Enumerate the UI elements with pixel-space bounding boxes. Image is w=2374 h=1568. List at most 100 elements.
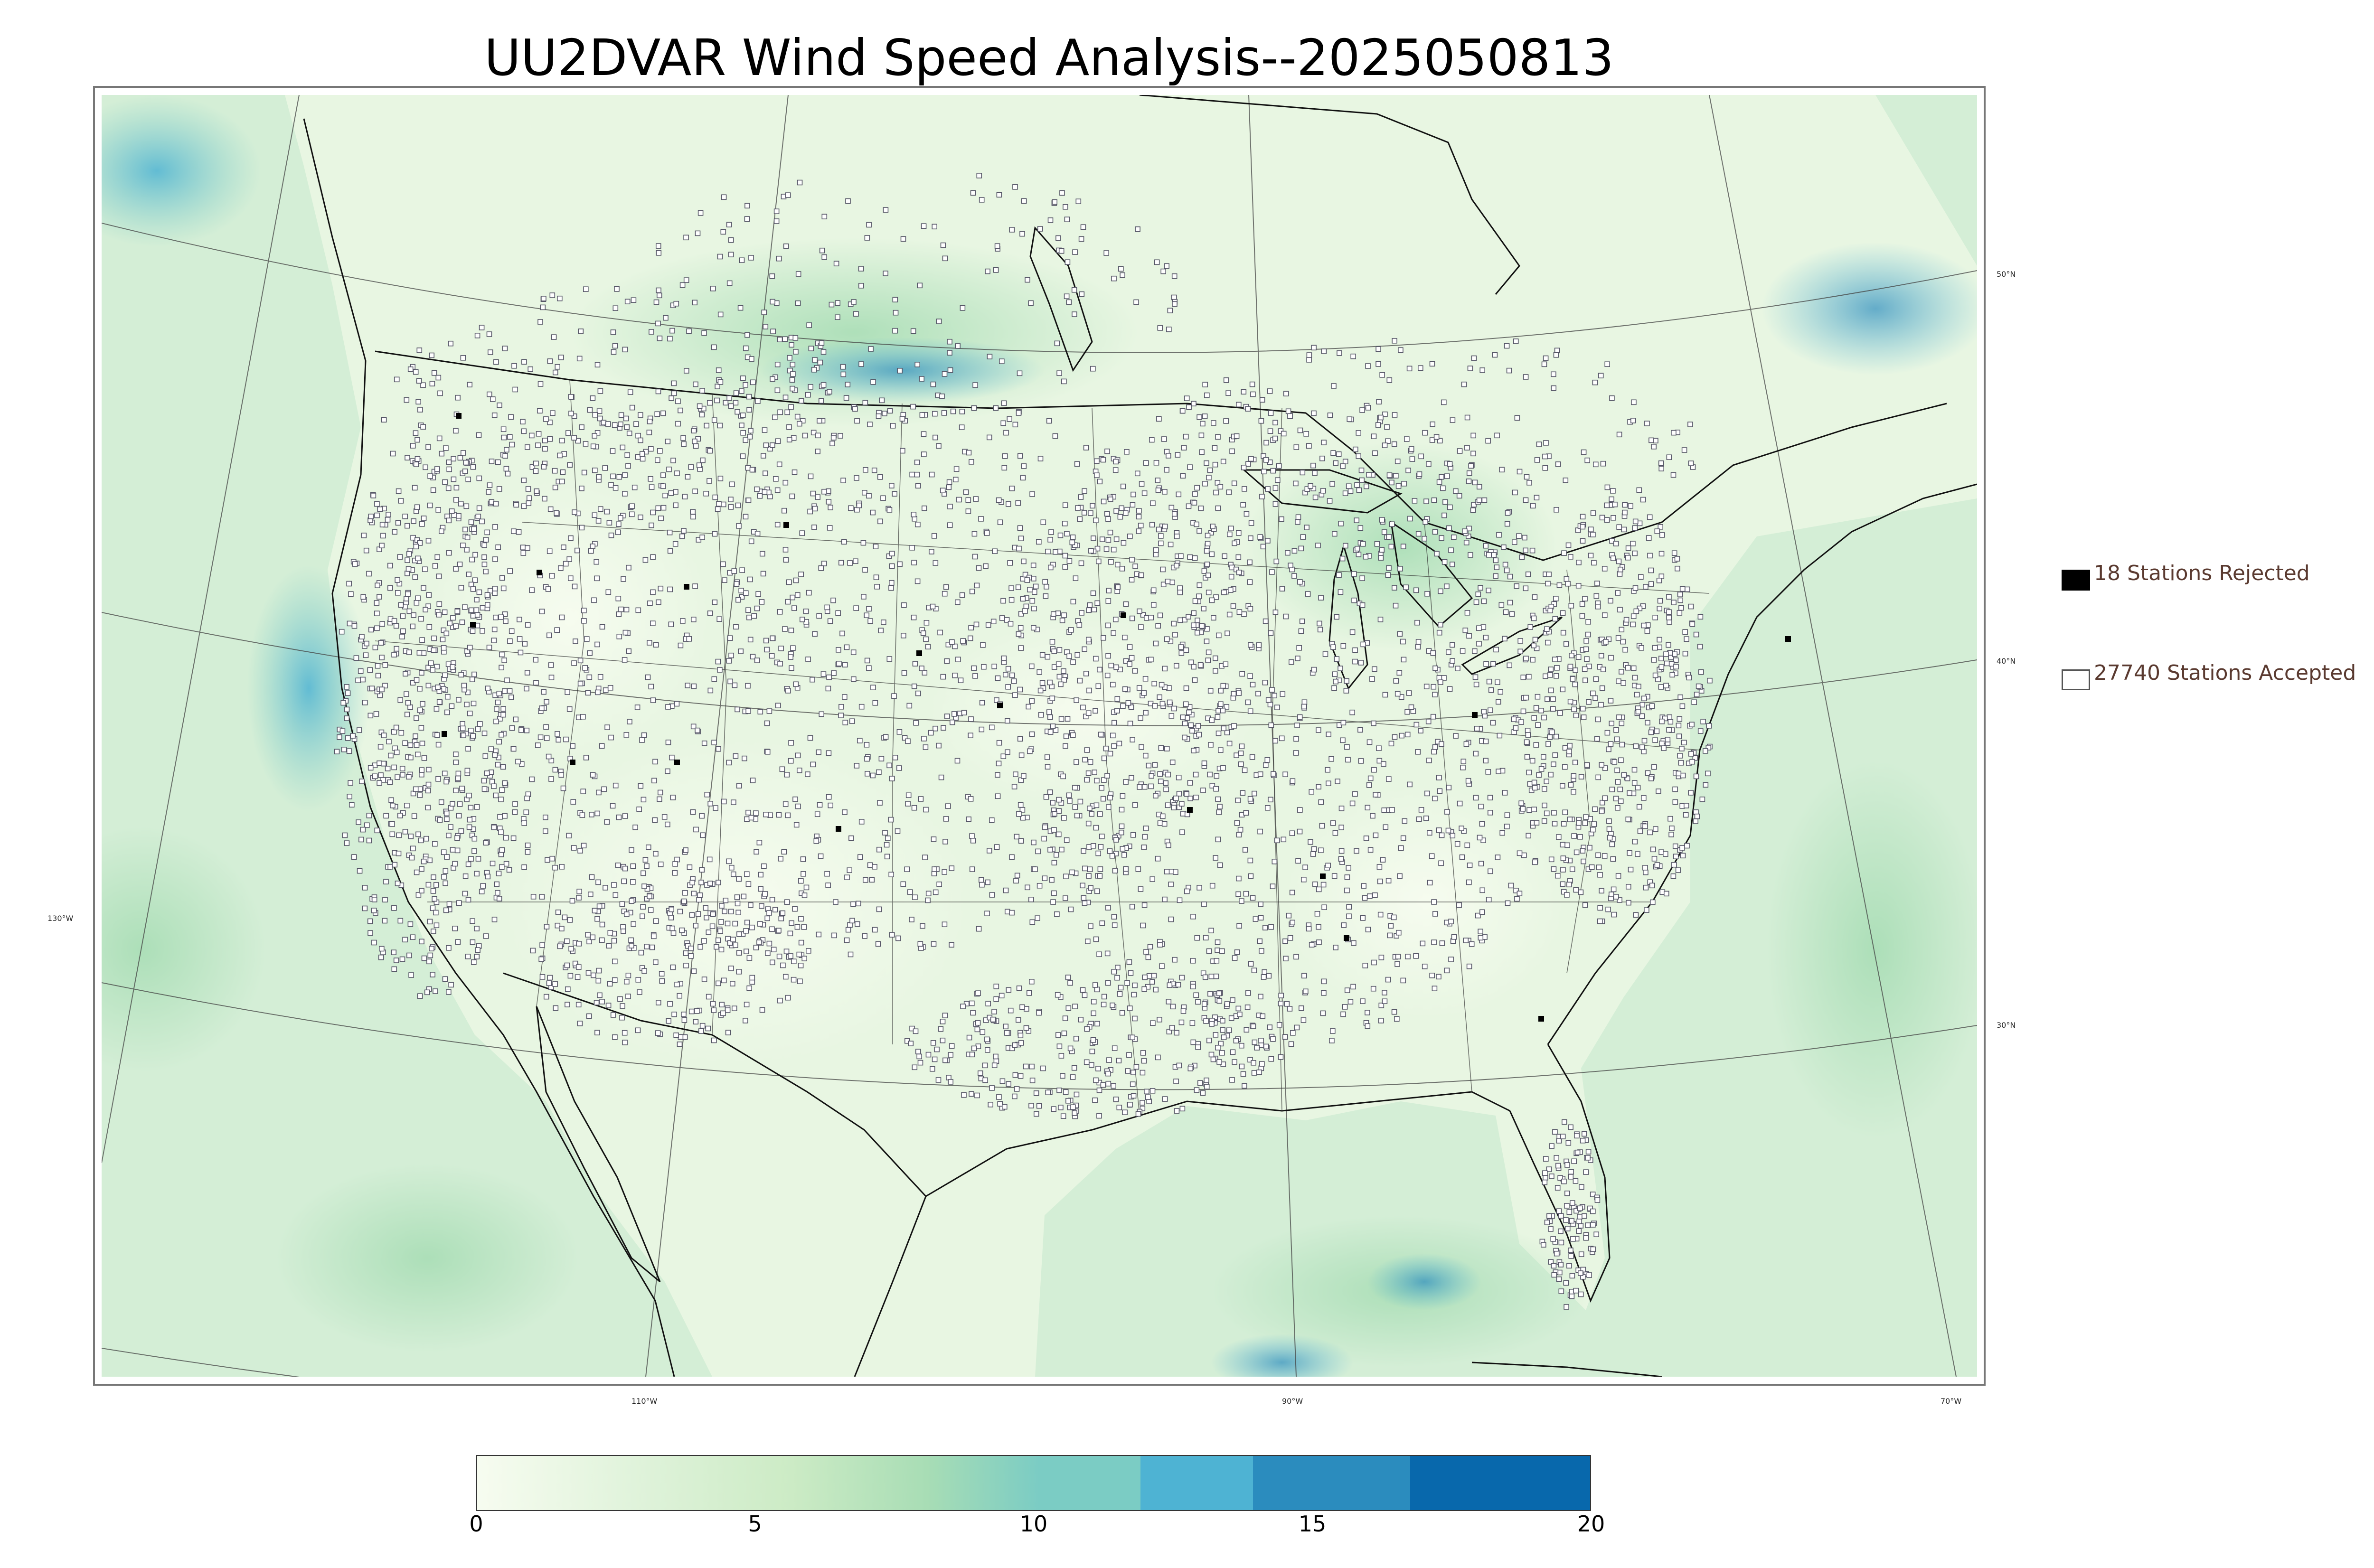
station-accepted-marker: [905, 792, 912, 798]
station-accepted-marker: [400, 613, 406, 619]
station-accepted-marker: [1546, 1213, 1552, 1219]
station-accepted-marker: [604, 819, 610, 825]
station-accepted-marker: [902, 735, 908, 741]
station-accepted-marker: [1080, 987, 1086, 993]
station-accepted-marker: [1058, 1105, 1064, 1110]
station-accepted-marker: [379, 543, 385, 548]
station-accepted-marker: [1308, 483, 1313, 489]
station-accepted-marker: [1545, 741, 1551, 747]
station-accepted-marker: [743, 590, 749, 596]
station-accepted-marker: [1003, 672, 1008, 677]
station-accepted-marker: [421, 955, 427, 961]
station-accepted-marker: [1425, 719, 1432, 724]
stations-rejected: [442, 413, 1791, 1022]
station-accepted-marker: [1457, 448, 1463, 454]
station-accepted-marker: [815, 494, 820, 500]
station-accepted-marker: [1350, 984, 1356, 990]
station-accepted-marker: [1611, 911, 1617, 918]
station-accepted-marker: [1613, 796, 1619, 801]
station-accepted-marker: [605, 421, 611, 427]
station-accepted-marker: [1594, 736, 1600, 742]
station-accepted-marker: [369, 685, 375, 691]
station-accepted-marker: [534, 488, 539, 494]
station-accepted-marker: [1703, 748, 1708, 754]
station-accepted-marker: [1204, 460, 1209, 466]
station-accepted-marker: [1505, 510, 1511, 516]
station-accepted-marker: [1579, 1184, 1584, 1190]
station-accepted-marker: [1379, 547, 1385, 553]
station-accepted-marker: [1571, 833, 1577, 839]
station-accepted-marker: [711, 344, 717, 350]
station-accepted-marker: [733, 390, 739, 396]
station-accepted-marker: [1143, 949, 1149, 955]
station-accepted-marker: [428, 660, 434, 666]
station-accepted-marker: [1513, 725, 1519, 731]
station-accepted-marker: [521, 359, 527, 365]
station-accepted-marker: [539, 609, 545, 614]
station-accepted-marker: [1506, 367, 1512, 374]
station-accepted-marker: [579, 525, 585, 531]
station-accepted-marker: [1074, 697, 1079, 703]
station-accepted-marker: [1233, 1038, 1239, 1043]
station-accepted-marker: [395, 590, 401, 596]
station-accepted-marker: [1052, 811, 1057, 817]
station-accepted-marker: [797, 978, 803, 984]
station-accepted-marker: [497, 814, 503, 820]
station-accepted-marker: [1244, 1027, 1250, 1033]
station-accepted-marker: [1593, 593, 1600, 599]
station-accepted-marker: [1305, 591, 1311, 597]
station-accepted-marker: [854, 418, 860, 424]
station-accepted-marker: [1155, 623, 1161, 629]
station-accepted-marker: [1481, 598, 1487, 604]
station-accepted-marker: [883, 271, 888, 276]
station-accepted-marker: [699, 813, 705, 819]
station-accepted-marker: [1200, 1090, 1206, 1096]
station-accepted-marker: [729, 481, 735, 488]
station-accepted-marker: [629, 847, 634, 853]
station-accepted-marker: [1546, 1166, 1552, 1172]
station-accepted-marker: [496, 896, 502, 901]
station-accepted-marker: [791, 605, 797, 611]
station-accepted-marker: [1564, 1191, 1570, 1196]
station-accepted-marker: [351, 623, 358, 629]
station-accepted-marker: [707, 400, 713, 406]
station-accepted-marker: [415, 831, 421, 837]
station-accepted-marker: [770, 959, 775, 966]
station-accepted-marker: [854, 763, 860, 769]
station-accepted-marker: [508, 414, 514, 420]
station-accepted-marker: [1298, 628, 1304, 634]
station-accepted-marker: [733, 942, 738, 948]
station-accepted-marker: [861, 594, 867, 600]
station-accepted-marker: [813, 838, 820, 844]
station-accepted-marker: [704, 423, 709, 429]
station-accepted-marker: [1615, 635, 1621, 641]
caribbean-wind: [1367, 1253, 1481, 1310]
station-accepted-marker: [1693, 773, 1699, 779]
station-accepted-marker: [1204, 1084, 1210, 1089]
station-accepted-marker: [1687, 422, 1693, 427]
station-accepted-marker: [735, 910, 741, 915]
station-accepted-marker: [594, 916, 600, 922]
station-accepted-marker: [875, 941, 881, 947]
station-accepted-marker: [1132, 668, 1138, 674]
station-accepted-marker: [374, 625, 380, 631]
station-accepted-marker: [872, 864, 877, 870]
station-accepted-marker: [570, 743, 575, 749]
station-accepted-marker: [615, 529, 621, 535]
station-accepted-marker: [704, 915, 709, 920]
station-accepted-marker: [1112, 467, 1119, 473]
station-accepted-marker: [1302, 864, 1308, 870]
station-accepted-marker: [1164, 746, 1170, 751]
station-accepted-marker: [1172, 632, 1178, 638]
station-accepted-marker: [1615, 805, 1620, 811]
station-accepted-marker: [1056, 1088, 1062, 1093]
station-accepted-marker: [707, 801, 713, 807]
western-calm: [427, 475, 712, 760]
station-accepted-marker: [1119, 823, 1125, 829]
station-accepted-marker: [502, 346, 508, 351]
station-accepted-marker: [1037, 226, 1043, 232]
station-accepted-marker: [1684, 843, 1690, 849]
station-accepted-marker: [1049, 639, 1055, 645]
station-accepted-marker: [789, 493, 795, 499]
station-accepted-marker: [1004, 1030, 1010, 1036]
